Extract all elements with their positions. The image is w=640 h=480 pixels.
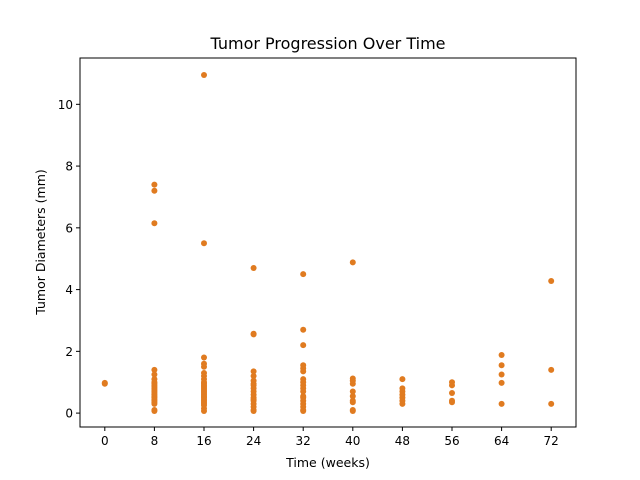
- data-point: [449, 382, 455, 389]
- data-point: [349, 259, 356, 266]
- data-point: [300, 271, 307, 278]
- x-tick-label: 32: [296, 434, 311, 448]
- data-point: [101, 380, 108, 387]
- x-tick-label: 40: [345, 434, 360, 448]
- data-point: [349, 407, 356, 414]
- data-point: [151, 400, 158, 407]
- data-point: [151, 371, 158, 378]
- data-point: [201, 71, 207, 78]
- plot-frame: [79, 57, 577, 428]
- data-point: [498, 352, 505, 359]
- data-point: [250, 407, 257, 414]
- data-point: [300, 407, 307, 414]
- x-tick-label: 72: [544, 434, 559, 448]
- data-point: [201, 363, 207, 370]
- data-point: [250, 368, 257, 375]
- x-tick-label: 48: [395, 434, 410, 448]
- data-point: [300, 326, 307, 333]
- chart-title: Tumor Progression Over Time: [210, 34, 446, 53]
- data-point: [250, 373, 257, 380]
- data-point: [201, 407, 207, 414]
- data-point: [300, 388, 307, 395]
- x-tick-label: 24: [246, 434, 261, 448]
- y-tick-label: 8: [65, 160, 73, 174]
- data-point: [349, 393, 356, 400]
- data-point: [498, 371, 505, 378]
- data-point: [349, 380, 356, 387]
- data-point: [548, 277, 555, 284]
- data-point: [349, 399, 356, 406]
- data-point: [399, 376, 406, 383]
- data-point: [449, 390, 455, 397]
- data-point: [498, 379, 505, 386]
- x-tick-label: 8: [151, 434, 159, 448]
- data-point: [449, 399, 455, 406]
- x-tick-label: 0: [101, 434, 109, 448]
- y-tick-label: 6: [65, 221, 73, 235]
- data-point: [151, 366, 158, 373]
- x-tick-label: 16: [196, 434, 211, 448]
- data-point: [250, 331, 257, 338]
- data-point: [151, 181, 158, 188]
- data-point: [349, 388, 356, 395]
- data-point: [399, 400, 406, 407]
- data-point: [151, 187, 158, 194]
- data-point: [300, 368, 307, 375]
- data-point: [548, 366, 555, 373]
- y-tick-label: 2: [65, 345, 73, 359]
- data-point: [250, 264, 257, 271]
- data-point: [300, 342, 307, 349]
- data-point: [151, 407, 158, 414]
- y-tick-label: 0: [65, 407, 73, 421]
- data-point: [151, 220, 158, 227]
- y-tick-label: 4: [65, 283, 73, 297]
- x-tick-label: 64: [494, 434, 509, 448]
- data-point: [498, 362, 505, 369]
- x-axis-label: Time (weeks): [285, 455, 370, 470]
- data-point: [548, 400, 555, 407]
- y-tick-label: 10: [58, 98, 73, 112]
- y-axis-label: Tumor Diameters (mm): [33, 169, 48, 316]
- data-point: [201, 354, 207, 361]
- x-tick-label: 56: [444, 434, 459, 448]
- data-point: [201, 240, 207, 247]
- data-point: [498, 400, 505, 407]
